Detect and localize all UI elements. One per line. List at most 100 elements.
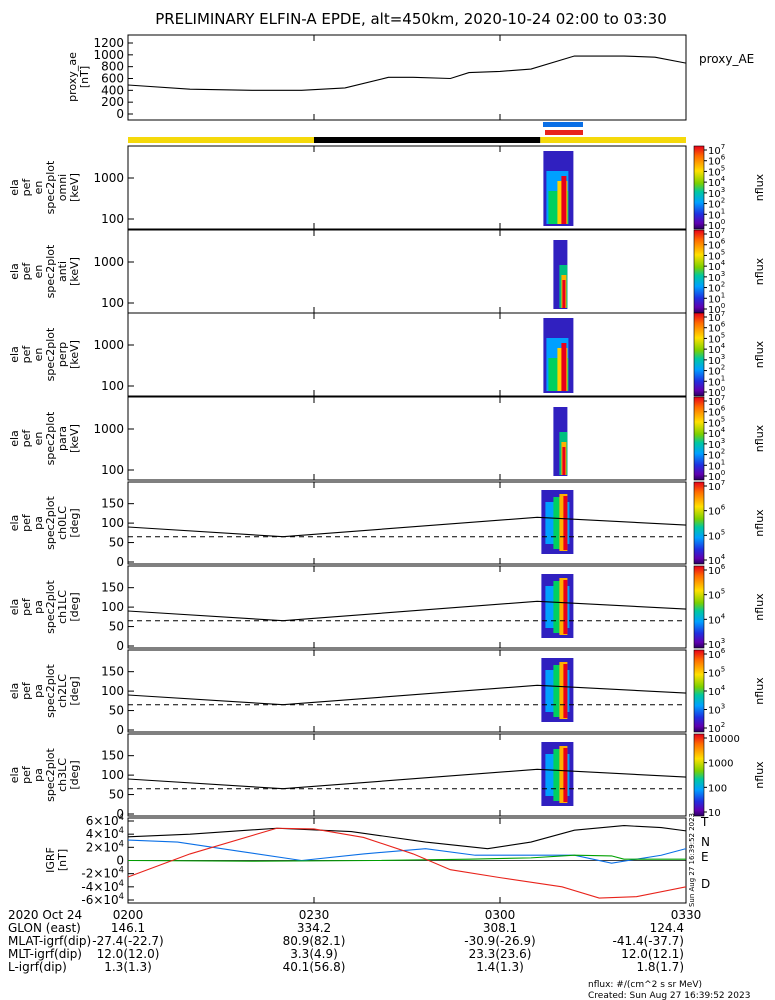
colorbar-tick-label: 101 <box>708 374 725 388</box>
y-tick-label: 6×104 <box>86 812 124 828</box>
energy-spectrogram-panel <box>127 312 687 397</box>
spectrogram-ylabel: ela pef en spec2plot perp [keV] <box>8 327 81 381</box>
colorbar-tick-label: 100 <box>708 302 725 316</box>
x-axis-value: 80.9(82.1) <box>283 934 346 948</box>
colorbar-tick-label: 106 <box>708 563 726 577</box>
spectrogram-colorbar <box>693 229 705 314</box>
x-axis-value: 146.1 <box>111 921 145 935</box>
flux-region <box>562 447 566 475</box>
y-axis-label-line: spec2plot <box>44 580 57 634</box>
y-tick-label: 150 <box>101 665 124 679</box>
y-tick-label: 1000 <box>93 422 124 436</box>
colorbar-tick-label: 107 <box>708 310 725 324</box>
y-axis-label-line: pef <box>20 765 33 784</box>
igrf-ylabel: IGRF [nT] <box>44 847 69 873</box>
colorbar-tick-label: 100 <box>708 385 725 399</box>
colorbar-tick-label: 106 <box>708 154 726 168</box>
pitch-angle-colorbar <box>693 649 705 733</box>
energy-spectrogram-panel <box>127 396 687 481</box>
footer-created: Created: Sun Aug 27 16:39:52 2023 <box>588 991 750 1000</box>
y-axis-label-line: [keV] <box>68 173 81 202</box>
y-axis-label-line: pa <box>32 684 45 698</box>
y-axis-label-line: pef <box>20 513 33 532</box>
y-axis-label-line: pef <box>20 429 33 448</box>
y-axis-label-line: ela <box>8 263 21 280</box>
y-tick-label: 4×104 <box>86 825 124 841</box>
y-tick-label: -6×104 <box>81 891 124 907</box>
colorbar-tick-label: 102 <box>708 448 725 462</box>
y-tick-label: 100 <box>101 379 124 393</box>
colorbar-tick-label: 103 <box>708 703 725 717</box>
flux-region <box>561 343 567 391</box>
y-axis-label-line: en <box>32 432 45 446</box>
y-axis-label-line: ela <box>8 683 21 700</box>
plot-title: PRELIMINARY ELFIN-A EPDE, alt=450km, 202… <box>155 10 667 28</box>
spectrogram-ylabel: ela pef en spec2plot anti [keV] <box>8 244 81 298</box>
y-tick-label: 50 <box>109 620 124 634</box>
pitch-angle-ylabel: ela pef pa spec2plot ch1LC [deg] <box>8 580 81 634</box>
y-axis-label-line: ela <box>8 430 21 447</box>
x-axis-row-label: GLON (east) <box>8 921 81 935</box>
colorbar-tick-label: 106 <box>708 504 726 518</box>
flux-region <box>563 748 568 802</box>
colorbar-tick-label: 105 <box>708 331 725 345</box>
y-tick-label: 1000 <box>93 48 124 62</box>
science-zone-red-bar <box>545 130 583 135</box>
igrf-legend-E: E <box>701 850 709 864</box>
spectrogram-colorbar <box>693 396 705 481</box>
pitch-angle-ylabel: ela pef pa spec2plot ch3LC [deg] <box>8 748 81 802</box>
colorbar-label: nflux <box>753 257 766 285</box>
y-tick-label: 50 <box>109 704 124 718</box>
spectrogram-colorbar <box>693 312 705 397</box>
colorbar-tick-label: 105 <box>708 164 725 178</box>
igrf-side-timestamp: Sun Aug 27 16:39:52 2023 <box>688 813 696 907</box>
y-axis-label-line: [deg] <box>68 508 81 537</box>
pitch-angle-loss-cone-line <box>127 684 687 706</box>
colorbar-tick-label: 106 <box>708 321 726 335</box>
y-tick-label: -4×104 <box>81 878 124 894</box>
proxy-ae-panel <box>127 34 687 121</box>
pitch-angle-loss-cone-line <box>127 768 687 790</box>
y-tick-label: 100 <box>101 296 124 310</box>
flux-region <box>563 664 568 718</box>
colorbar-label: nflux <box>753 593 766 621</box>
y-tick-label: 150 <box>101 497 124 511</box>
colorbar-tick-label: 104 <box>708 612 726 626</box>
x-axis-value: 1.3(1.3) <box>104 960 152 974</box>
y-tick-label: 100 <box>101 768 124 782</box>
colorbar-tick-label: 100 <box>708 218 725 232</box>
flux-region <box>562 280 566 308</box>
x-axis-row-label: L-igrf(dip) <box>8 960 67 974</box>
igrf-line-E <box>127 854 686 862</box>
x-axis-value: 124.4 <box>650 921 684 935</box>
pitch-angle-ylabel: ela pef pa spec2plot ch2LC [deg] <box>8 664 81 718</box>
y-axis-label-line: omni <box>56 174 69 201</box>
colorbar-tick-label: 102 <box>708 281 725 295</box>
y-axis-label-line: [deg] <box>68 676 81 705</box>
y-axis-label-line: en <box>32 265 45 279</box>
status-bar-segment <box>128 137 314 143</box>
y-axis-label-line: pef <box>20 345 33 364</box>
colorbar-tick-label: 104 <box>708 175 726 189</box>
colorbar-tick-label: 100 <box>708 783 727 794</box>
y-tick-label: 100 <box>101 463 124 477</box>
status-bar-segment <box>540 137 686 143</box>
y-axis-label-line: [deg] <box>68 760 81 789</box>
x-axis-value: 23.3(23.6) <box>469 947 532 961</box>
x-axis-row-label: MLT-igrf(dip) <box>8 947 82 961</box>
flux-region <box>563 580 568 634</box>
y-tick-label: 1000 <box>93 338 124 352</box>
igrf-legend-D: D <box>701 877 710 891</box>
colorbar-label: nflux <box>753 677 766 705</box>
y-tick-label: 0 <box>116 854 124 868</box>
colorbar-tick-label: 104 <box>708 426 726 440</box>
colorbar-tick-label: 104 <box>708 684 726 698</box>
spectrogram-ylabel: ela pef en spec2plot omni [keV] <box>8 160 81 214</box>
y-tick-label: 150 <box>101 749 124 763</box>
y-axis-label-line: en <box>32 348 45 362</box>
flux-region <box>561 176 567 224</box>
colorbar-tick-label: 102 <box>708 721 725 735</box>
y-tick-label: 100 <box>101 684 124 698</box>
pitch-angle-loss-cone-line <box>127 516 687 538</box>
y-axis-label-line: ela <box>8 179 21 196</box>
